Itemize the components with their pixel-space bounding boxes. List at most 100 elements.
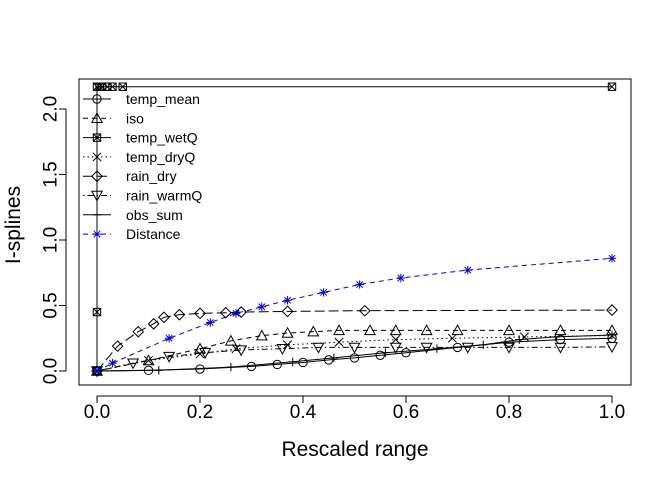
data-point bbox=[154, 366, 163, 375]
data-point bbox=[143, 355, 154, 366]
series-Distance bbox=[92, 254, 617, 376]
data-point bbox=[246, 361, 257, 372]
plot-frame bbox=[78, 78, 632, 386]
data-point bbox=[381, 348, 390, 357]
data-point bbox=[231, 309, 241, 318]
data-point bbox=[447, 333, 457, 343]
legend-marker bbox=[92, 229, 102, 239]
data-point bbox=[554, 324, 567, 336]
data-point bbox=[111, 340, 124, 353]
series-line bbox=[96, 309, 613, 372]
legend-label: rain_dry bbox=[126, 168, 177, 184]
data-point bbox=[363, 324, 376, 336]
data-point bbox=[127, 358, 140, 370]
data-point bbox=[389, 324, 402, 336]
data-point bbox=[255, 329, 268, 341]
data-point bbox=[348, 342, 361, 354]
y-axis-title: I-splines bbox=[2, 186, 25, 264]
data-point bbox=[375, 350, 385, 360]
y-tick-label: 1.5 bbox=[41, 161, 62, 187]
y-tick-label: 1.0 bbox=[41, 227, 62, 253]
data-point bbox=[283, 296, 292, 305]
legend-item: temp_wetQ bbox=[83, 130, 198, 146]
series-rain-warmQ bbox=[90, 342, 619, 378]
data-point bbox=[324, 355, 334, 365]
legend-marker bbox=[90, 112, 104, 123]
legend-label: Distance bbox=[126, 226, 181, 242]
legend-label: rain_warmQ bbox=[126, 188, 202, 204]
data-point bbox=[235, 306, 248, 318]
y-tick-label: 2.0 bbox=[41, 96, 62, 122]
data-point bbox=[396, 273, 406, 283]
data-point bbox=[349, 353, 360, 363]
legend-item: iso bbox=[83, 110, 144, 126]
data-point bbox=[606, 304, 618, 316]
series-line bbox=[96, 329, 612, 372]
plot-area bbox=[90, 82, 619, 378]
legend-marker bbox=[91, 170, 103, 183]
data-point bbox=[461, 342, 474, 354]
data-point bbox=[194, 307, 206, 320]
legend-item: rain_dry bbox=[83, 168, 177, 184]
data-point bbox=[298, 357, 308, 368]
data-point bbox=[147, 317, 160, 330]
data-point bbox=[173, 308, 186, 321]
x-tick-label: 0.4 bbox=[290, 402, 317, 423]
data-point bbox=[108, 82, 117, 91]
legend-item: obs_sum bbox=[83, 207, 183, 223]
data-point bbox=[502, 324, 516, 336]
data-point bbox=[281, 326, 294, 338]
legend-marker bbox=[90, 190, 104, 202]
series-rain-dry bbox=[91, 304, 618, 377]
series-obs-sum bbox=[92, 330, 617, 376]
legend-label: iso bbox=[126, 110, 144, 126]
data-point bbox=[257, 302, 266, 312]
x-tick-label: 0.8 bbox=[496, 402, 522, 423]
data-point bbox=[463, 265, 472, 275]
data-point bbox=[195, 349, 205, 359]
legend-label: temp_mean bbox=[126, 91, 200, 107]
x-tick-label: 0.6 bbox=[393, 402, 419, 423]
data-point bbox=[329, 353, 339, 363]
legend-item: rain_warmQ bbox=[83, 188, 202, 204]
legend-label: temp_dryQ bbox=[126, 149, 195, 165]
x-axis-title: Rescaled range bbox=[281, 438, 428, 461]
data-point bbox=[118, 82, 127, 91]
data-point bbox=[420, 324, 433, 336]
data-point bbox=[224, 334, 237, 346]
x-tick-label: 0.2 bbox=[187, 402, 213, 423]
axes: 0.0 0.2 0.4 0.6 0.8 1.0 0.0 0.5 1.0 1.5 2.0 bbox=[41, 78, 632, 423]
data-point bbox=[432, 344, 442, 353]
data-point bbox=[92, 366, 102, 376]
data-point bbox=[551, 332, 560, 342]
data-point bbox=[420, 342, 433, 354]
data-point bbox=[319, 288, 328, 297]
data-point bbox=[164, 334, 174, 343]
data-point bbox=[554, 342, 567, 354]
data-point bbox=[312, 342, 325, 354]
data-point bbox=[281, 305, 294, 318]
data-point bbox=[219, 306, 232, 319]
data-point bbox=[92, 307, 102, 317]
y-tick-label: 0.5 bbox=[41, 292, 62, 318]
data-point bbox=[288, 357, 297, 367]
data-point bbox=[607, 330, 617, 340]
data-point bbox=[607, 82, 617, 91]
data-point bbox=[276, 344, 289, 355]
data-point bbox=[132, 325, 145, 338]
data-point bbox=[605, 342, 619, 353]
data-point bbox=[108, 358, 117, 368]
data-point bbox=[333, 324, 346, 336]
data-point bbox=[451, 324, 464, 336]
legend-marker bbox=[92, 152, 102, 162]
data-point bbox=[226, 362, 236, 372]
y-tick-label: 0.0 bbox=[41, 358, 62, 384]
data-point bbox=[358, 304, 371, 317]
legend-marker bbox=[92, 210, 102, 219]
data-point bbox=[235, 345, 248, 357]
data-point bbox=[401, 347, 411, 358]
